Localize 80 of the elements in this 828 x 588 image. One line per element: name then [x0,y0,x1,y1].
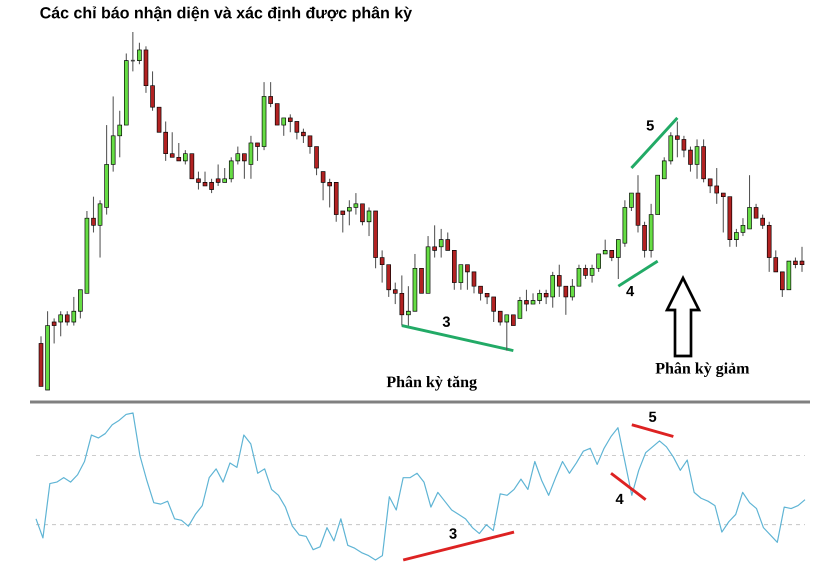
candlestick [609,250,614,262]
candlestick [504,314,510,352]
candlestick [242,153,247,180]
series-label: 3 [442,316,450,327]
candlestick [682,135,686,158]
candlestick [176,142,182,162]
candlestick [537,289,542,305]
candlestick [236,146,240,165]
candlestick [327,178,332,208]
candlestick [117,110,122,158]
candlestick [590,264,594,284]
candlestick [511,314,516,326]
candlestick [518,296,522,319]
candlestick [458,264,464,290]
candlestick [52,318,56,344]
candlestick [392,282,398,305]
candlestick [137,42,142,65]
candlestick [720,192,726,234]
candlestick [550,271,556,308]
candlestick [484,292,490,305]
annotation: Phân kỳ giảm [656,362,750,378]
candlestick [72,296,76,326]
candlestick [629,192,634,212]
candlestick [570,278,575,302]
candlestick [445,232,450,251]
candlestick [170,132,175,158]
candlestick [255,142,260,162]
candlestick [596,253,601,272]
annotation: Phân kỳ tăng [386,376,477,391]
candlestick [340,210,346,234]
candlestick [281,117,286,136]
candlestick [301,128,306,144]
candlestick [708,178,712,194]
series-label: 4 [626,286,634,296]
candlestick [491,296,496,323]
candlestick [183,150,188,165]
candlestick [58,310,63,337]
candlestick [465,264,470,290]
series-label: 3 [449,528,457,539]
candlestick [380,250,384,284]
candlestick [556,264,562,298]
candlestick [780,271,785,298]
candlestick [163,120,168,162]
candlestick [662,156,667,180]
series-label: 5 [648,412,656,422]
candlestick [400,274,404,326]
candlestick [130,31,136,72]
candlestick [248,135,254,180]
candlestick [216,164,220,186]
candlestick [268,82,273,108]
candlestick [773,250,778,272]
chart-title: Các chỉ báo nhận diện và xác định được phân kỳ [40,6,412,22]
candlestick [222,168,227,183]
candlestick [209,178,214,194]
series-label: 4 [616,494,624,504]
candlestick [760,214,765,230]
candlestick [675,120,680,158]
series-label: 5 [646,120,654,131]
candlestick [294,120,300,140]
candlestick [602,239,608,254]
candlestick [564,286,568,316]
candlestick [498,310,503,326]
candlestick [274,103,280,126]
candlestick [406,286,411,326]
candlestick [432,224,437,258]
candlestick [616,239,621,280]
candlestick [64,310,70,326]
candlestick [320,171,326,201]
candlestick [288,114,293,133]
candlestick [544,289,548,305]
candlestick [347,200,352,226]
candlestick [793,257,798,269]
candlestick [800,246,804,272]
candlestick [754,203,758,219]
candlestick [78,289,83,319]
candlestick [228,156,234,183]
candlestick [354,192,358,216]
candlestick [734,228,739,248]
candlestick [714,168,720,204]
candlestick [438,228,444,258]
